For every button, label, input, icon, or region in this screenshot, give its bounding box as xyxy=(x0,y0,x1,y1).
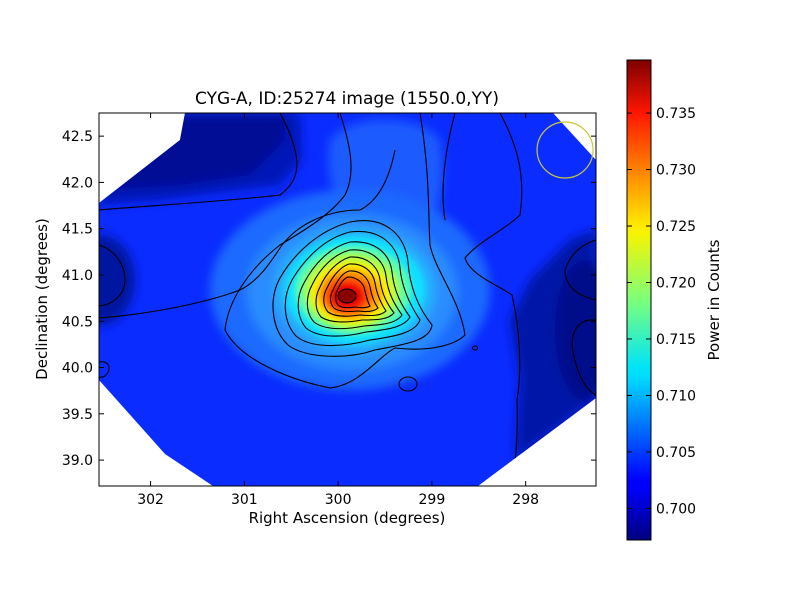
contour-line xyxy=(471,345,479,351)
y-tick-label: 40.5 xyxy=(62,314,93,330)
colorbar: 0.700 0.705 0.710 0.715 0.720 0.725 0.730 0.735… xyxy=(626,59,723,541)
contour-line xyxy=(99,113,298,211)
colorbar-tick-label: 0.705 xyxy=(656,445,696,461)
heatmap-image xyxy=(99,113,596,486)
contour-line xyxy=(306,249,403,330)
chart-title: CYG-A, ID:25274 image (1550.0,YY) xyxy=(195,89,499,109)
plot-area xyxy=(99,113,596,486)
x-axis-label: Right Ascension (degrees) xyxy=(249,509,446,527)
colorbar-tick-label: 0.710 xyxy=(656,388,696,404)
contour-line xyxy=(315,256,395,323)
y-tick-label: 42.5 xyxy=(62,129,93,145)
contour-line xyxy=(464,113,523,461)
x-axis: 302 301 300 299 298 xyxy=(137,113,539,508)
contour-line xyxy=(284,230,421,347)
contour-line xyxy=(99,361,110,378)
source-peak xyxy=(337,288,357,304)
x-tick-label: 298 xyxy=(512,492,539,508)
contour-line xyxy=(323,263,387,317)
colorbar-tick-label: 0.730 xyxy=(656,163,696,179)
contour-line xyxy=(272,220,433,357)
x-tick-label: 302 xyxy=(137,492,164,508)
y-axis-label: Declination (degrees) xyxy=(33,218,51,380)
contour-line xyxy=(571,319,596,396)
contour-line xyxy=(329,270,379,313)
contour-line xyxy=(335,276,371,309)
colorbar-tick-label: 0.700 xyxy=(656,501,696,517)
y-tick-label: 41.0 xyxy=(62,268,93,284)
x-tick-label: 301 xyxy=(231,492,258,508)
contour-line xyxy=(99,149,396,319)
contour-line xyxy=(442,113,456,221)
contour-line xyxy=(99,244,126,307)
colorbar-tick-label: 0.720 xyxy=(656,275,696,291)
x-tick-label: 299 xyxy=(419,492,446,508)
colorbar-ticks: 0.700 0.705 0.710 0.715 0.720 0.725 0.730 0.735 xyxy=(627,106,696,517)
beam-circle xyxy=(536,121,594,179)
contour-line xyxy=(564,239,596,301)
x-tick-label: 300 xyxy=(325,492,352,508)
plot-frame xyxy=(98,112,597,487)
contour-line xyxy=(398,376,418,392)
contour-lines xyxy=(99,113,596,461)
y-tick-label: 41.5 xyxy=(62,222,93,238)
y-tick-label: 40.0 xyxy=(62,361,93,377)
y-axis: 39.0 39.5 40.0 40.5 41.0 41.5 42.0 42.5 xyxy=(62,129,596,469)
heatmap-region-darkest-right xyxy=(555,260,596,400)
contour-line xyxy=(297,241,411,337)
colorbar-tick-label: 0.715 xyxy=(656,332,696,348)
y-tick-label: 39.5 xyxy=(62,407,93,423)
colorbar-tick-label: 0.725 xyxy=(656,219,696,235)
colorbar-tick-label: 0.735 xyxy=(656,106,696,122)
y-tick-label: 39.0 xyxy=(62,453,93,469)
y-tick-label: 42.0 xyxy=(62,175,93,191)
colorbar-gradient xyxy=(626,59,652,541)
colorbar-label: Power in Counts xyxy=(705,239,723,360)
